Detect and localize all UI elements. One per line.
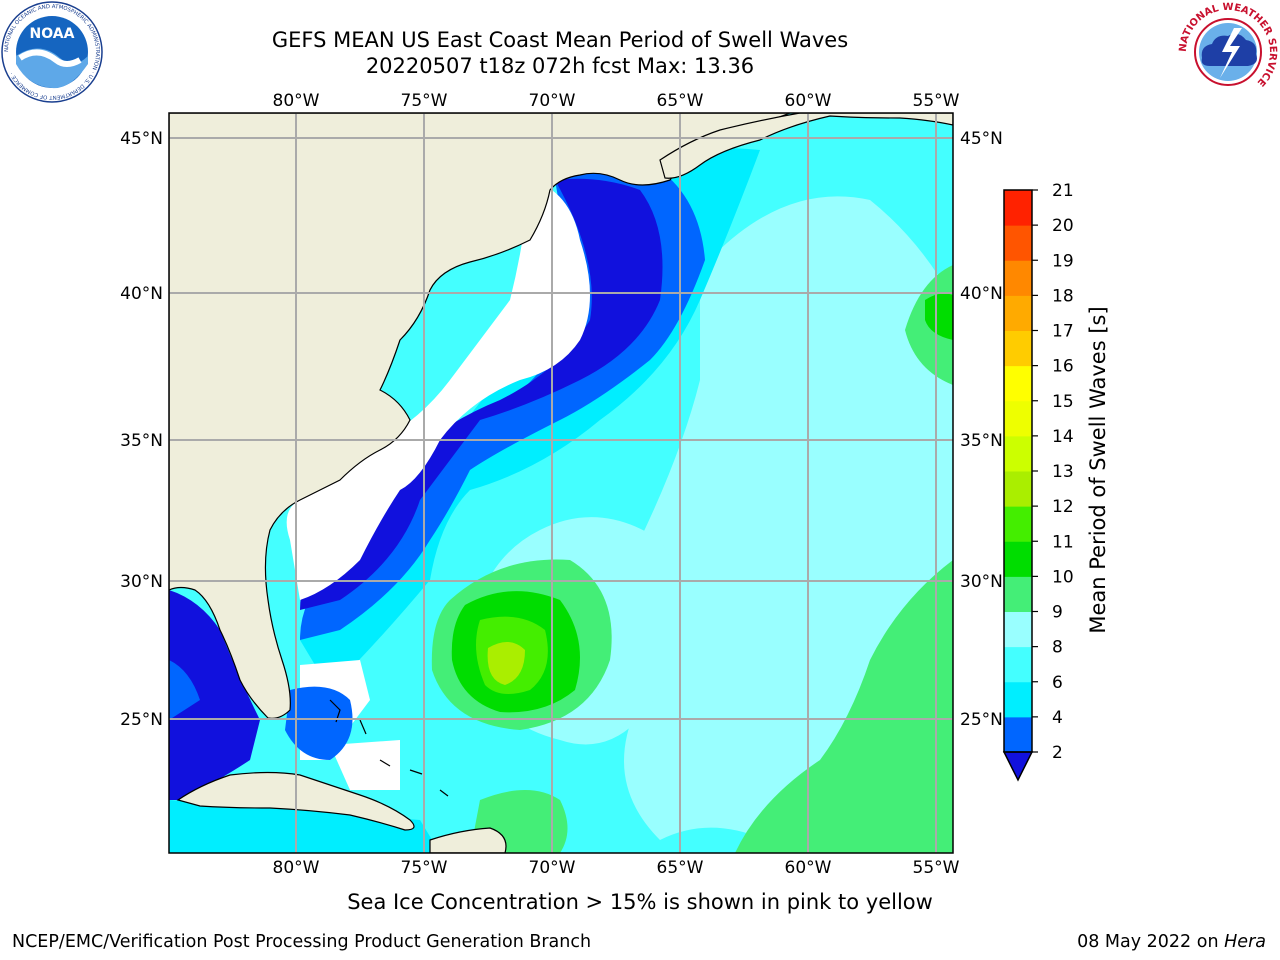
footer-date: 08 May 2022 on Hera [1077,932,1266,952]
lat-labels-right: 45°N 40°N 35°N 30°N 25°N [960,129,1003,730]
lon-label: 65°W [657,858,704,878]
colorbar-tick-label: 16 [1052,357,1074,377]
lat-label: 35°N [120,431,163,451]
land-maritimes [659,113,953,179]
colorbar-segment [1004,190,1032,226]
lon-label: 75°W [401,91,448,111]
field-gulf [169,590,260,800]
map-area [169,113,953,853]
lon-label: 70°W [529,91,576,111]
colorbar-segment [1004,646,1032,683]
colorbar-segment [1004,295,1032,331]
lon-label: 55°W [913,91,960,111]
colorbar-tick-label: 14 [1052,427,1074,447]
colorbar-segment [1004,716,1032,753]
field-caribbean [169,800,440,853]
noaa-logo-text: NOAA [30,26,75,42]
map-frame [168,112,954,854]
lon-label: 60°W [785,91,832,111]
lat-label: 25°N [120,710,163,730]
nws-logo: NATIONAL WEATHER SERVICE [1178,2,1278,102]
noaa-logo: NOAA NATIONAL OCEANIC AND ATMOSPHERIC AD… [1,1,103,103]
field-12-13 [487,641,525,685]
lat-label: 35°N [960,431,1003,451]
colorbar-segment [1004,330,1032,367]
colorbar-under-extension [1002,751,1034,782]
colorbar-tick-label: 13 [1052,462,1074,482]
land-north-america [169,113,791,719]
field-10-11-b [925,293,953,340]
colorbar-tick-label: 2 [1052,743,1063,763]
colorbar-segment [1004,681,1032,718]
colorbar-label: Mean Period of Swell Waves [s] [1086,306,1110,634]
lon-labels-bottom: 80°W 75°W 70°W 65°W 60°W 55°W [273,858,960,878]
lon-label: 80°W [273,858,320,878]
footer-date-text: 08 May 2022 on [1077,932,1219,952]
lon-label: 60°W [785,858,832,878]
colorbar-segment [1004,506,1032,542]
field-gulf-b [169,660,200,720]
lon-label: 70°W [529,858,576,878]
colorbar-tick-label: 19 [1052,251,1074,271]
lat-label: 45°N [120,129,163,149]
lat-label: 30°N [120,572,163,592]
lon-labels-top: 80°W 75°W 70°W 65°W 60°W 55°W [273,91,960,111]
colorbar-ticks: 2 4 6 8 9 10 11 12 13 14 15 16 17 18 19 20 21 [1032,181,1074,763]
masked-area [286,180,590,600]
field-9-10-southeast [735,560,953,853]
colorbar-tick-label: 21 [1052,181,1074,201]
colorbar-tick-label: 20 [1052,216,1074,236]
lat-label: 30°N [960,572,1003,592]
colorbar-tick-label: 15 [1052,392,1074,412]
caption: Sea Ice Concentration > 15% is shown in … [347,890,933,914]
colorbar-tick-label: 6 [1052,673,1063,693]
colorbar-segment [1004,260,1032,296]
colorbar-tick-label: 18 [1052,286,1074,306]
colorbar-tick-label: 9 [1052,603,1063,623]
lon-label: 75°W [401,858,448,878]
chart-subtitle: 20220507 t18z 072h fcst Max: 13.36 [365,54,755,78]
colorbar-tick-label: 17 [1052,322,1074,342]
lon-label: 65°W [657,91,704,111]
lat-label: 40°N [120,284,163,304]
colorbar-segment [1004,225,1032,261]
colorbar-segment [1004,541,1032,577]
land-hispaniola [429,827,507,853]
lat-label: 40°N [960,284,1003,304]
colorbar-segment [1004,435,1032,472]
footer-credit: NCEP/EMC/Verification Post Processing Pr… [12,932,592,952]
colorbar-segment [1004,365,1032,402]
colorbar-segment [1004,471,1032,507]
colorbar-segment [1004,576,1032,612]
chart-title: GEFS MEAN US East Coast Mean Period of S… [271,28,849,52]
masked-area-c [330,740,400,790]
graticule [169,113,953,853]
colorbar-tick-label: 11 [1052,532,1074,552]
lat-label: 25°N [960,710,1003,730]
colorbar-tick-label: 4 [1052,708,1063,728]
colorbar-segment [1004,400,1032,437]
colorbar-segment [1004,611,1032,648]
colorbar-tick-label: 10 [1052,567,1074,587]
colorbar-tick-label: 8 [1052,638,1063,658]
lon-label: 55°W [913,858,960,878]
lat-label: 45°N [960,129,1003,149]
lat-labels-left: 45°N 40°N 35°N 30°N 25°N [120,129,163,730]
lon-label: 80°W [273,91,320,111]
footer-host: Hera [1224,932,1266,952]
colorbar-tick-label: 12 [1052,497,1074,517]
colorbar [1002,189,1034,782]
